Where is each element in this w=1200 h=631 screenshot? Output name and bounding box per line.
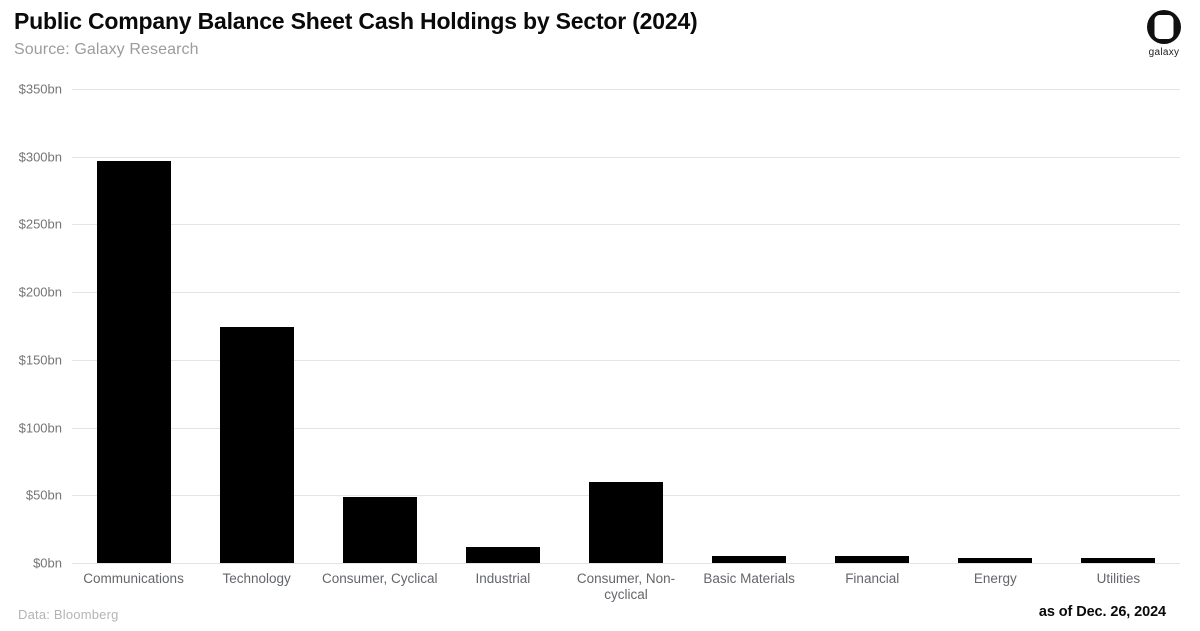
bar-slot-utilities [1057, 89, 1180, 563]
y-tick-label-0: $0bn [33, 555, 62, 571]
bar-slot-consumer-cyclical [318, 89, 441, 563]
gridline-0 [72, 563, 1180, 564]
x-label-utilities: Utilities [1096, 571, 1141, 586]
bar-slot-energy [934, 89, 1057, 563]
y-tick-label-350: $350bn [18, 81, 62, 97]
gridline-300 [72, 156, 1180, 158]
galaxy-logo-icon-inner [1154, 15, 1174, 39]
bar-industrial [465, 546, 540, 563]
bar-technology [219, 327, 294, 563]
x-label-industrial: Industrial [475, 571, 531, 586]
bar-slot-communications [72, 89, 195, 563]
bar-slot-financial [811, 89, 934, 563]
bars-row [72, 89, 1180, 563]
gridline-100 [72, 427, 1180, 429]
x-label-energy: Energy [973, 571, 1017, 586]
plot-area: $0bn $50bn $100bn $150bn $200bn $250bn $300bn $… [19, 82, 1180, 571]
y-tick-label-100: $100bn [18, 420, 62, 436]
bar-consumer-non-cyclical [588, 481, 663, 563]
y-tick-label-250: $250bn [18, 216, 62, 232]
x-label-consumer-cyclical: Consumer, Cyclical [322, 571, 438, 586]
bar-consumer-cyclical [342, 496, 417, 563]
galaxy-logo: galaxy [1141, 10, 1187, 58]
gridline-200 [72, 292, 1180, 294]
page-title: Public Company Balance Sheet Cash Holdin… [14, 8, 698, 34]
galaxy-logo-label: galaxy [1148, 47, 1180, 58]
y-tick-label-200: $200bn [18, 284, 62, 300]
x-label-financial: Financial [845, 571, 900, 586]
x-label-basic-materials: Basic Materials [703, 571, 795, 586]
galaxy-logo-icon [1147, 10, 1181, 44]
y-tick-label-50: $50bn [25, 487, 62, 503]
bar-slot-consumer-non-cyclical [564, 89, 687, 563]
bar-slot-industrial [441, 89, 564, 563]
as-of-date: as of Dec. 26, 2024 [1038, 604, 1166, 620]
y-tick-label-300: $300bn [18, 149, 62, 165]
gridline-150 [72, 359, 1180, 361]
bar-slot-basic-materials [688, 89, 811, 563]
y-tick-label-150: $150bn [18, 352, 62, 368]
bar-slot-technology [195, 89, 318, 563]
bar-communications [96, 160, 171, 563]
gridline-250 [72, 224, 1180, 226]
bar-basic-materials [712, 556, 787, 563]
chart-subtitle-source: Source: Galaxy Research [14, 41, 199, 58]
bar-financial [835, 556, 910, 563]
data-source-note: Data: Bloomberg [18, 607, 119, 622]
x-axis-labels: Communications Technology Consumer, Cyclic… [72, 571, 1180, 603]
x-label-communications: Communications [83, 571, 184, 586]
x-label-consumer-non-cyclical: Consumer, Non-cyclical [576, 571, 676, 603]
x-label-technology: Technology [222, 571, 291, 586]
bar-energy [958, 557, 1033, 563]
gridline-350 [72, 89, 1180, 90]
bar-utilities [1081, 557, 1156, 563]
